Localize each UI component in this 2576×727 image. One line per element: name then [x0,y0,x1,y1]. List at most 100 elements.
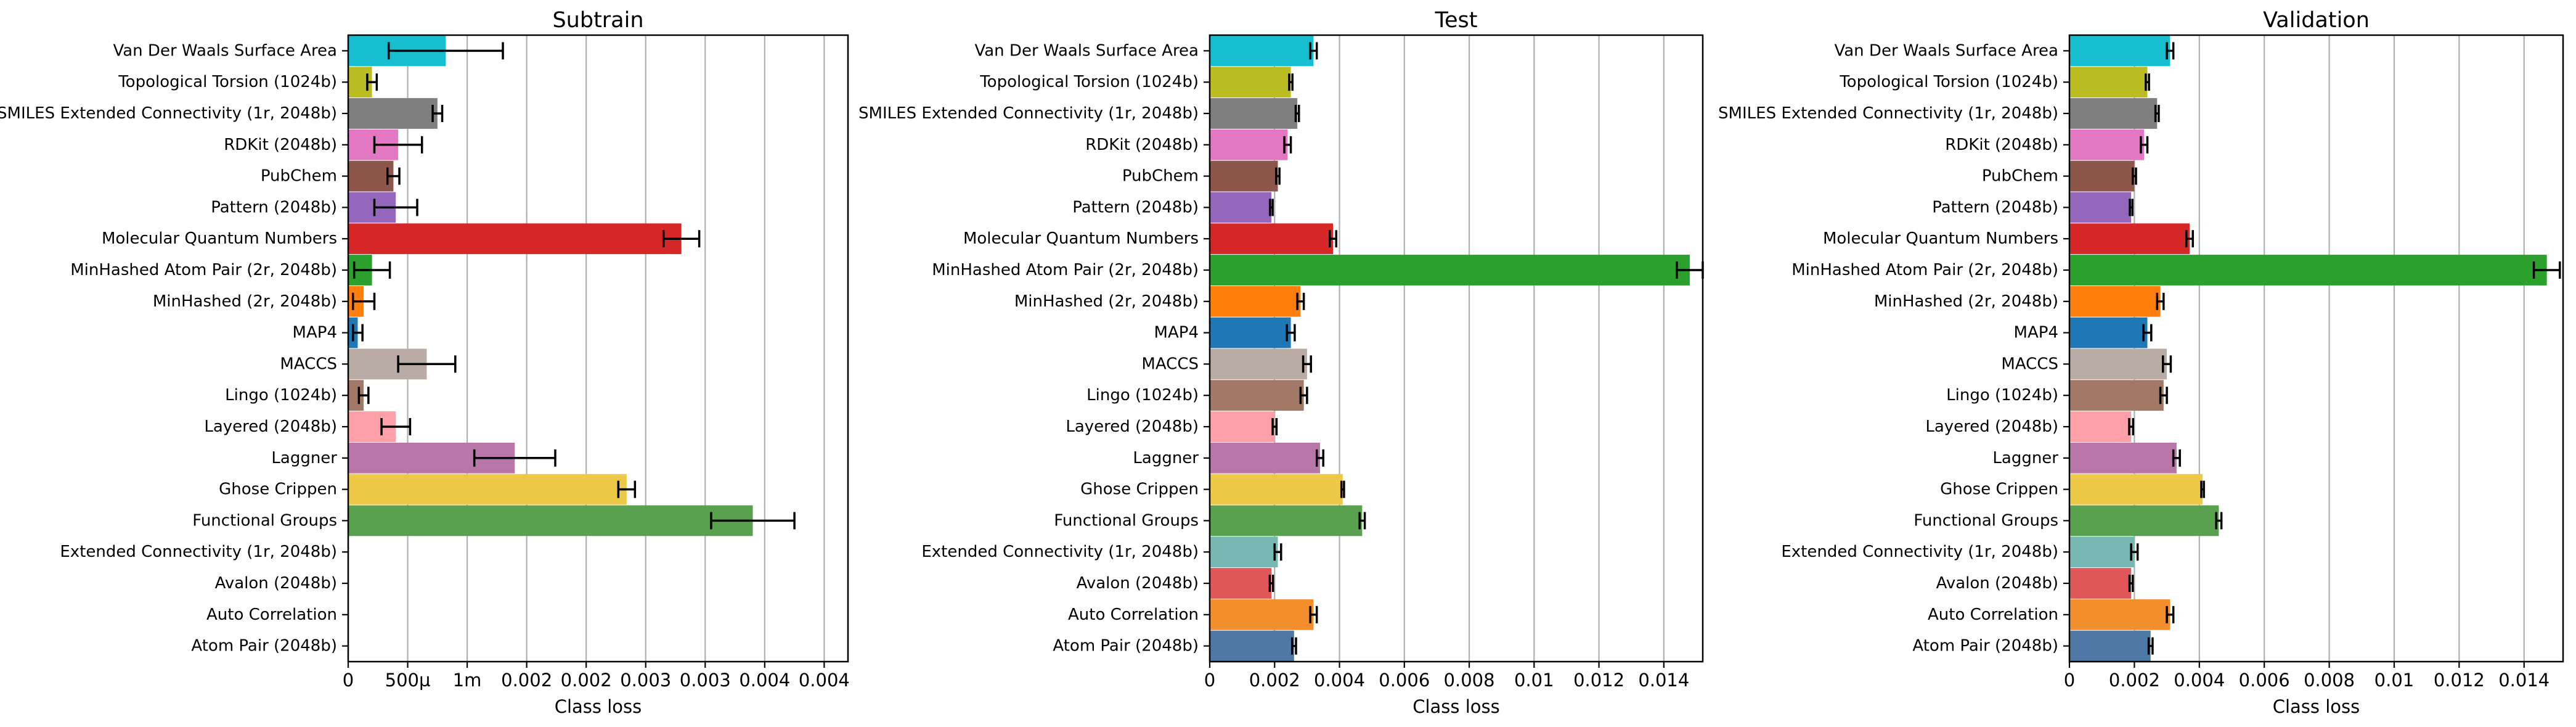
category-label-2-16: Extended Connectivity (1r, 2048b) [1781,543,2058,561]
category-label-0-10: MACCS [280,355,337,373]
category-label-0-15: Functional Groups [192,511,337,530]
category-label-2-3: RDKit (2048b) [1945,136,2058,154]
category-label-2-12: Layered (2048b) [1925,417,2058,436]
bar-2-15 [2069,505,2219,536]
x-axis-label-1: Class loss [1412,696,1500,717]
bar-1-8 [1210,285,1301,317]
category-label-0-17: Avalon (2048b) [215,574,337,593]
category-label-0-3: RDKit (2048b) [224,136,337,154]
category-label-0-12: Layered (2048b) [204,417,337,436]
category-label-0-19: Atom Pair (2048b) [191,637,337,655]
category-label-1-5: Pattern (2048b) [1072,198,1199,216]
category-label-2-13: Laggner [1992,449,2058,467]
category-label-2-5: Pattern (2048b) [1932,198,2058,216]
xtick-label-2-5: 0.01 [2374,670,2415,691]
category-label-0-6: Molecular Quantum Numbers [102,229,337,248]
xtick-label-0-1: 500µ [385,670,431,691]
xtick-label-2-1: 0.002 [2109,670,2160,691]
category-label-0-13: Laggner [271,449,337,467]
category-label-0-1: Topological Torsion (1024b) [118,73,337,91]
category-label-1-7: MinHashed Atom Pair (2r, 2048b) [932,261,1199,279]
bar-1-17 [1210,568,1271,599]
category-label-1-15: Functional Groups [1054,511,1199,530]
category-label-1-11: Lingo (1024b) [1086,386,1199,405]
bar-0-14 [348,474,627,505]
xtick-label-2-6: 0.012 [2434,670,2485,691]
bar-2-11 [2069,380,2164,411]
category-label-0-7: MinHashed Atom Pair (2r, 2048b) [70,261,337,279]
category-label-2-18: Auto Correlation [1928,606,2058,624]
bar-2-0 [2069,35,2170,67]
bar-2-18 [2069,599,2170,630]
bar-1-16 [1210,536,1278,568]
xtick-label-1-4: 0.008 [1444,670,1495,691]
category-label-1-2: SMILES Extended Connectivity (1r, 2048b) [858,104,1199,123]
category-label-2-1: Topological Torsion (1024b) [1839,73,2058,91]
category-label-0-16: Extended Connectivity (1r, 2048b) [60,543,337,561]
xtick-label-0-2: 1m [453,670,482,691]
category-label-2-2: SMILES Extended Connectivity (1r, 2048b) [1718,104,2058,123]
xtick-label-0-3: 0.002 [501,670,552,691]
category-label-0-18: Auto Correlation [206,606,337,624]
xtick-label-0-8: 0.004 [799,670,850,691]
category-label-0-11: Lingo (1024b) [225,386,337,405]
bar-2-2 [2069,98,2158,129]
bar-1-7 [1210,255,1690,285]
bar-1-3 [1210,129,1288,160]
category-label-0-0: Van Der Waals Surface Area [113,41,337,60]
category-label-1-1: Topological Torsion (1024b) [979,73,1199,91]
chart-panel-1: Van Der Waals Surface Area Topological To… [858,8,1704,717]
category-label-0-14: Ghose Crippen [219,480,337,499]
bar-2-17 [2069,568,2132,599]
bar-1-14 [1210,474,1343,505]
bar-1-18 [1210,599,1314,630]
category-label-1-3: RDKit (2048b) [1085,136,1199,154]
bar-0-4 [348,160,394,192]
category-label-1-12: Layered (2048b) [1066,417,1199,436]
bar-2-3 [2069,129,2145,160]
xtick-label-1-6: 0.012 [1573,670,1624,691]
xtick-label-2-0: 0 [2064,670,2075,691]
x-axis-label-0: Class loss [555,696,642,717]
category-label-1-16: Extended Connectivity (1r, 2048b) [921,543,1199,561]
bar-2-12 [2069,411,2132,442]
axes-frame-0 [347,34,849,663]
xtick-label-2-3: 0.006 [2239,670,2290,691]
category-label-1-8: MinHashed (2r, 2048b) [1014,292,1199,311]
chart-panel-0: Van Der Waals Surface Area Topological To… [0,8,850,717]
bar-1-6 [1210,223,1333,255]
bar-1-0 [1210,35,1314,67]
category-label-2-15: Functional Groups [1914,511,2058,530]
xtick-label-1-1: 0.002 [1249,670,1300,691]
bar-2-5 [2069,192,2132,223]
bar-2-9 [2069,317,2148,348]
category-label-2-11: Lingo (1024b) [1946,386,2058,405]
bar-1-13 [1210,442,1320,474]
category-label-2-7: MinHashed Atom Pair (2r, 2048b) [1791,261,2058,279]
category-label-0-2: SMILES Extended Connectivity (1r, 2048b) [0,104,337,123]
axes-frame-1 [1209,34,1704,663]
chart-panel-2: Van Der Waals Surface Area Topological To… [1718,8,2564,717]
xtick-label-1-3: 0.006 [1379,670,1430,691]
category-label-2-10: MACCS [2001,355,2058,373]
category-label-1-0: Van Der Waals Surface Area [974,41,1199,60]
category-label-2-0: Van Der Waals Surface Area [1834,41,2058,60]
bar-1-1 [1210,67,1291,98]
xtick-label-0-4: 0.002 [561,670,612,691]
category-label-1-18: Auto Correlation [1068,606,1199,624]
chart-title-1: Test [1435,8,1478,33]
bar-2-6 [2069,223,2190,255]
xtick-label-2-2: 0.004 [2174,670,2225,691]
xtick-label-0-5: 0.003 [620,670,671,691]
bar-2-19 [2069,630,2151,662]
category-label-2-8: MinHashed (2r, 2048b) [1874,292,2058,311]
x-axis-label-2: Class loss [2273,696,2360,717]
category-label-1-13: Laggner [1133,449,1199,467]
category-label-2-6: Molecular Quantum Numbers [1823,229,2058,248]
xtick-label-1-2: 0.004 [1314,670,1365,691]
bar-1-15 [1210,505,1363,536]
bar-1-9 [1210,317,1291,348]
category-label-1-19: Atom Pair (2048b) [1053,637,1199,655]
bar-1-19 [1210,630,1294,662]
bar-2-8 [2069,285,2161,317]
